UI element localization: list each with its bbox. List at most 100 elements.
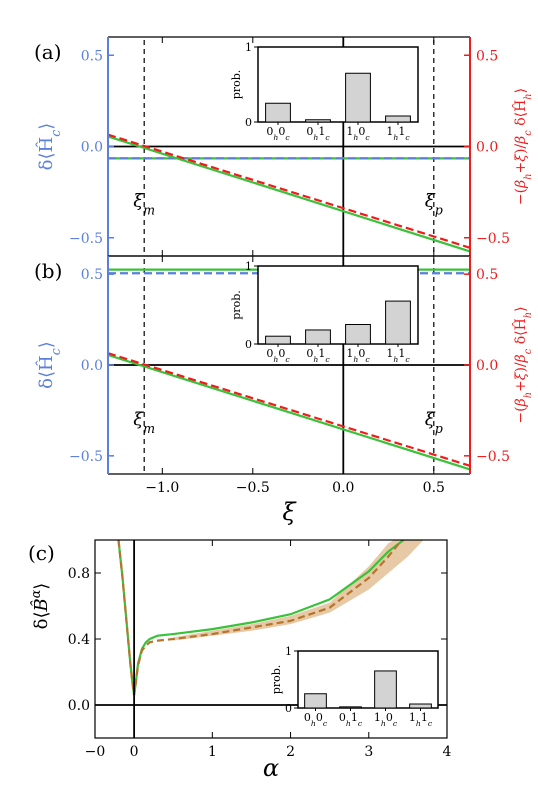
panel-a-right-tick-label: 0.0 — [476, 140, 498, 156]
panel-c-ytick-label: 0.4 — [68, 632, 90, 648]
panel-a-marker-label: ξm — [133, 191, 155, 218]
panel-c-xtick-label: 2 — [286, 744, 295, 760]
panel-a-inset-category-part: 0 — [266, 125, 273, 138]
panel-c-xtick-label: 0 — [130, 744, 139, 760]
panel-c-inset-category-part: h — [311, 719, 316, 728]
panel-a-marker-label-part: p — [435, 202, 443, 217]
panel-a-inset-category-part: c — [285, 133, 290, 142]
panel-b-right-ylabel-part: δ⟨Ĥ — [511, 318, 529, 349]
panel-b-inset-category-part: c — [285, 355, 290, 364]
panel-c-uncertainty-band — [173, 540, 424, 641]
panel-a-inset-category-part: 1 — [346, 125, 353, 138]
panel-a-right-ylabel-part: h — [523, 93, 534, 99]
panel-b-inset-bar — [305, 329, 331, 345]
panel-b-right-tick-label: 0.5 — [476, 267, 498, 283]
panel-c-inset-category-part: 1 — [374, 711, 381, 724]
panel-a-inset-category-part: 1 — [318, 125, 325, 138]
panel-c-ylabel-part: ⟩ — [31, 583, 52, 590]
panel-c-inset-category-part: h — [381, 719, 386, 728]
panel-b-inset-category-part: 1 — [346, 347, 353, 360]
panel-b-inset-category-part: 1 — [386, 347, 393, 360]
panel-a-inset-category-part: h — [273, 133, 278, 142]
panel-b-marker-label-part: p — [435, 420, 443, 435]
panel-a-inset-ylabel: prob. — [230, 70, 243, 99]
panel-b-right-ylabel-part: )/ — [513, 362, 529, 372]
panel-a-inset-category-part: c — [405, 133, 410, 142]
panel-c-inset-category-part: c — [323, 719, 328, 728]
panel-b-panel-label: (b) — [34, 259, 62, 283]
panel-b-inset-bar — [345, 324, 371, 345]
panel-a-right-ylabel-part: c — [523, 130, 534, 136]
panel-b-right-ylabel-part: h — [523, 312, 534, 318]
panel-c-inset-bar — [409, 703, 432, 709]
panel-c-series-brown — [117, 540, 403, 696]
panel-c-inset-ylabel: prob. — [270, 665, 283, 694]
panel-b-left-tick-label: 0.0 — [81, 358, 103, 374]
panel-a-inset-category-part: h — [353, 133, 358, 142]
panel-c-inset-category: 0h1c — [339, 711, 363, 728]
panel-a-inset-category-part: h — [393, 133, 398, 142]
panel-a-right-ylabel: −(βh+ξ)/βc δ⟨Ĥh⟩ — [511, 88, 534, 205]
panel-c-xtick-label: −0 — [85, 744, 106, 760]
panel-b-inset-category-part: 0 — [358, 347, 365, 360]
panel-b-inset-category-part: h — [353, 355, 358, 364]
panel-a-panel-label: (a) — [34, 40, 62, 64]
panel-b-inset-category-part: 1 — [318, 347, 325, 360]
panel-b-xtick-label: 0.0 — [332, 480, 354, 496]
panel-b-right-ylabel-part: ξ — [513, 371, 529, 380]
panel-c-ytick-label: 0.8 — [68, 566, 90, 582]
panel-c-inset-bar — [374, 670, 397, 709]
panel-b-marker-label-part: ξ — [133, 409, 144, 430]
panel-c-inset-category-part: c — [428, 719, 433, 728]
panel-b-inset-category-part: 1 — [398, 347, 405, 360]
panel-c-xtick-label: 3 — [364, 744, 373, 760]
panel-b-inset-category-part: c — [325, 355, 330, 364]
panel-a-series-green — [107, 135, 471, 253]
panel-c-inset-category-part: h — [416, 719, 421, 728]
panel-a-right-ylabel-part: β — [513, 136, 529, 145]
panel-b-marker-label-part: ξ — [425, 409, 436, 430]
panel-b-marker-label-part: m — [143, 420, 155, 435]
panel-a-inset-category-part: 1 — [398, 125, 405, 138]
panel-a-right-tick-label: 0.5 — [476, 48, 498, 64]
panel-b-right-ylabel-part: + — [513, 380, 529, 392]
panel-a-inset-bar — [385, 115, 411, 123]
panel-c-inset-ytick-label: 1 — [285, 645, 292, 658]
panel-b-inset-category-part: 0 — [278, 347, 285, 360]
panel-c-inset-category-part: h — [346, 719, 351, 728]
panel-a-marker-label-part: ξ — [425, 191, 436, 212]
panel-c-inset-category-part: c — [393, 719, 398, 728]
panel-a-left-tick-label: 0.0 — [81, 140, 103, 156]
panel-a-right-ylabel-part: h — [523, 173, 534, 179]
panel-b-inset-category-part: c — [405, 355, 410, 364]
panel-a-right-ylabel-part: ⟩ — [513, 88, 529, 93]
panel-b-left-ylabel-part: δ⟨Ĥ — [34, 355, 57, 389]
panel-b-left-ylabel-part: ⟩ — [36, 341, 57, 348]
panel-b-inset-category-part: c — [365, 355, 370, 364]
panel-a-inset-ytick-label: 0 — [245, 116, 252, 129]
panel-a-left-ylabel-part: c — [48, 130, 63, 137]
panel-c-inset-category-part: 0 — [386, 711, 393, 724]
panel-a-right-ylabel-part: β — [513, 180, 529, 189]
panel-c-inset-category: 1h0c — [374, 711, 398, 728]
panel-c-inset-category-part: 1 — [421, 711, 428, 724]
panel-a-inset-bar — [305, 119, 331, 123]
panel-b-marker-label: ξp — [425, 409, 443, 436]
panel-c-inset-bar — [304, 693, 327, 709]
panel-a-inset-category: 1h1c — [386, 125, 410, 142]
panel-b-inset-ytick-label: 1 — [245, 260, 252, 273]
panel-a-series-red — [107, 133, 471, 249]
panel-b-inset-category: 0h1c — [306, 347, 330, 364]
panel-b-right-ylabel-part: ⟩ — [513, 306, 529, 311]
panel-a-inset-category-part: 1 — [386, 125, 393, 138]
panel-a-inset-bar — [265, 102, 291, 123]
panel-c-inset-category-part: 0 — [316, 711, 323, 724]
panel-a-left-ylabel: δ⟨Ĥc⟩ — [34, 123, 63, 171]
panel-a-inset-category: 1h0c — [346, 125, 370, 142]
panel-b-xtick-label: 0.5 — [423, 480, 445, 496]
panel-a-inset-category: 0h1c — [306, 125, 330, 142]
panel-c-inset-category-part: c — [358, 719, 363, 728]
panel-b-inset-category-part: h — [273, 355, 278, 364]
